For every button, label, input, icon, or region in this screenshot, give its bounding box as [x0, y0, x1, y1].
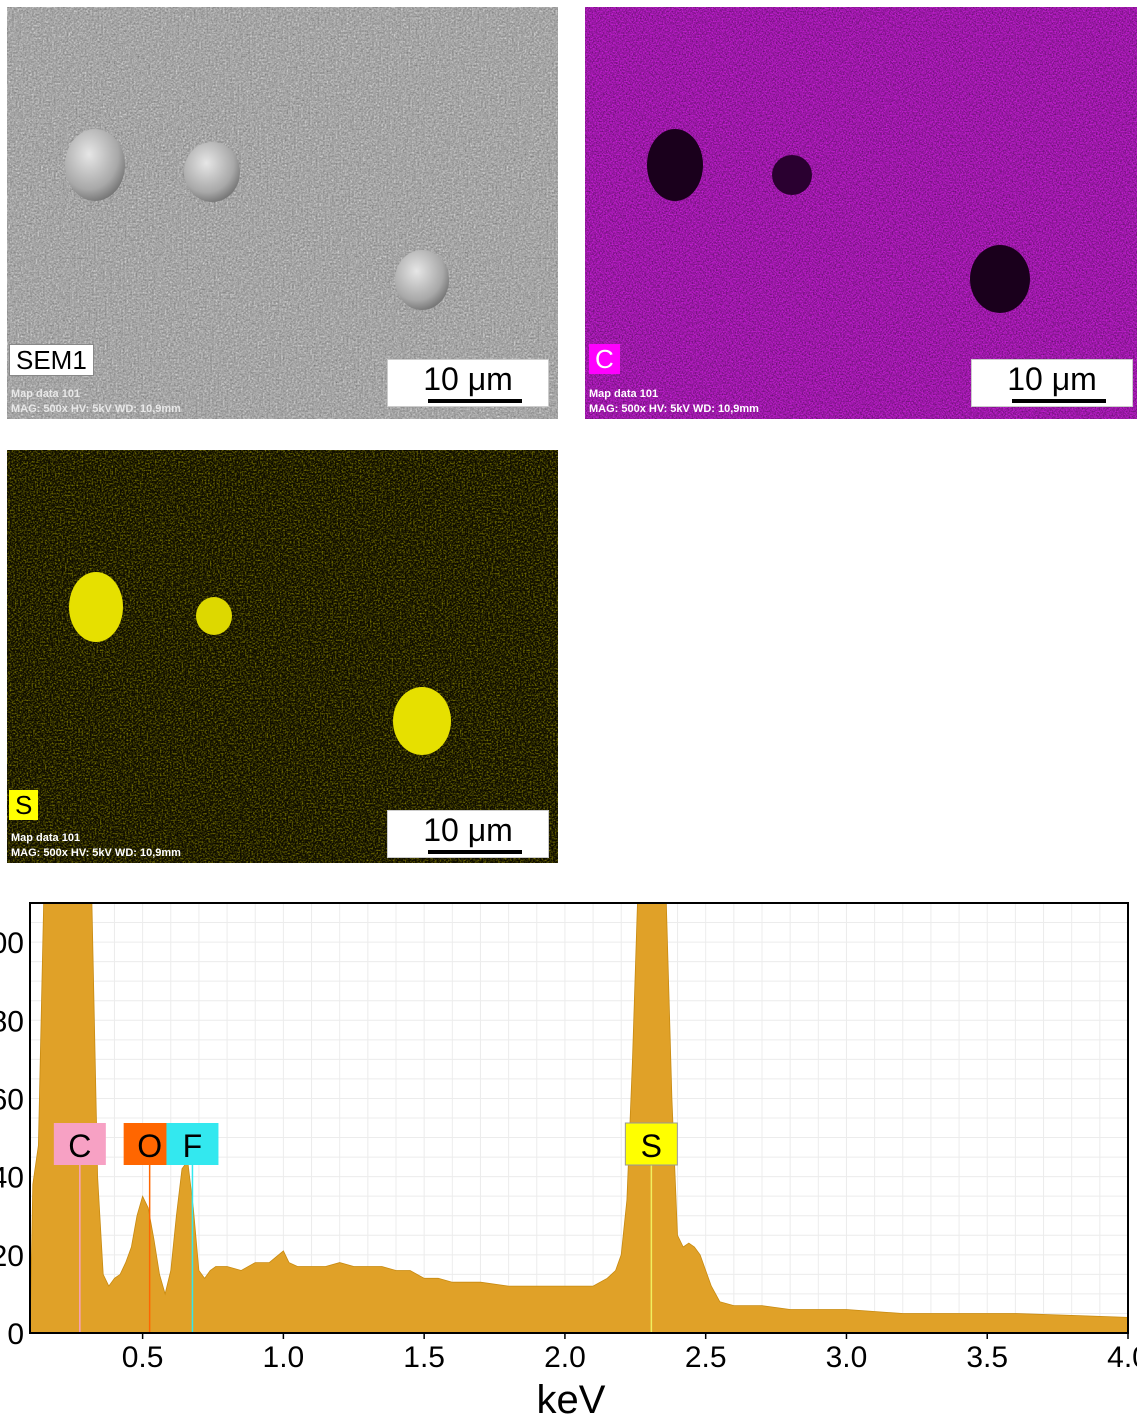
- sem-scale-line: [428, 399, 522, 403]
- y-tick-label: 80: [0, 1005, 24, 1038]
- y-tick-label: 0: [7, 1318, 24, 1351]
- particle-1: [65, 129, 125, 201]
- peak-label-c: C: [68, 1128, 91, 1164]
- sem-scale-text: 10 μm: [423, 361, 513, 397]
- sulfur-particle-3: [393, 687, 451, 755]
- sem-meta-line1: Map data 101: [11, 388, 81, 400]
- sulfur-scale-bar: 10 μm: [387, 810, 549, 858]
- carbon-void-3: [970, 245, 1030, 313]
- sulfur-map-panel: S Map data 101 MAG: 500x HV: 5kV WD: 10,…: [7, 450, 558, 863]
- carbon-map-image: [585, 7, 1137, 419]
- sulfur-particle-1: [69, 572, 123, 642]
- peak-label-f: F: [183, 1128, 203, 1164]
- carbon-scale-line: [1012, 399, 1106, 403]
- carbon-meta-line1: Map data 101: [589, 388, 659, 400]
- x-tick-label: 1.0: [263, 1341, 305, 1374]
- sem-image-panel: SEM1 Map data 101 MAG: 500x HV: 5kV WD: …: [7, 7, 558, 419]
- sem-texture-image: [7, 7, 558, 419]
- peak-label-s: S: [641, 1128, 662, 1164]
- sem-meta-line2: MAG: 500x HV: 5kV WD: 10,9mm: [11, 403, 181, 415]
- peak-label-o: O: [137, 1128, 162, 1164]
- carbon-map-panel: C Map data 101 MAG: 500x HV: 5kV WD: 10,…: [585, 7, 1137, 419]
- particle-3: [395, 250, 449, 310]
- x-tick-label: 2.5: [685, 1341, 727, 1374]
- y-tick-label: 20: [0, 1240, 24, 1273]
- particle-2: [184, 142, 240, 202]
- sulfur-label: S: [9, 790, 39, 820]
- x-tick-label: 3.5: [966, 1341, 1008, 1374]
- sem-scale-bar: 10 μm: [387, 359, 549, 407]
- sulfur-scale-line: [428, 850, 522, 854]
- carbon-void-1: [647, 129, 703, 201]
- sulfur-particle-2: [196, 597, 232, 635]
- sulfur-meta-line1: Map data 101: [11, 832, 81, 844]
- peak-label-box-f: [166, 1123, 219, 1165]
- x-tick-label: 1.5: [403, 1341, 445, 1374]
- carbon-scale-text: 10 μm: [1007, 361, 1097, 397]
- x-axis-title: keV: [537, 1378, 606, 1422]
- x-tick-label: 3.0: [826, 1341, 868, 1374]
- sulfur-scale-text: 10 μm: [423, 812, 513, 848]
- sem-label: SEM1: [9, 344, 94, 376]
- x-tick-label: 0.5: [122, 1341, 164, 1374]
- peak-label-box-c: [53, 1123, 106, 1165]
- y-tick-label: 60: [0, 1083, 24, 1116]
- peak-label-box-s: [624, 1122, 678, 1166]
- spectrum-area: [30, 903, 1128, 1333]
- eds-spectrum-chart: C OF S 0.5 1.0 1.5 2.0 2.5 3.0 3.5 4.0 0 20 40 60 80 100…: [0, 902, 1137, 1422]
- plot-frame: [29, 902, 1129, 1334]
- y-tick-label: 100: [0, 927, 24, 960]
- x-tick-label: 4.0: [1107, 1341, 1137, 1374]
- sulfur-meta-line2: MAG: 500x HV: 5kV WD: 10,9mm: [11, 847, 181, 859]
- carbon-void-2: [772, 155, 812, 195]
- carbon-label: C: [589, 344, 620, 374]
- y-tick-label: 40: [0, 1162, 24, 1195]
- carbon-scale-bar: 10 μm: [971, 359, 1133, 407]
- x-tick-label: 2.0: [544, 1341, 586, 1374]
- carbon-meta-line2: MAG: 500x HV: 5kV WD: 10,9mm: [589, 403, 759, 415]
- sulfur-map-image: [7, 450, 558, 863]
